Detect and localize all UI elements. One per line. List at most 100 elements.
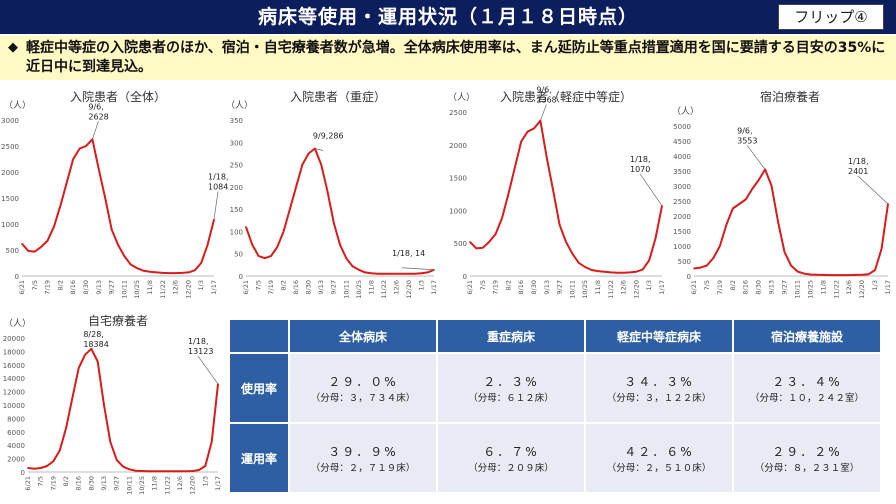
data-point	[783, 251, 786, 253]
data-point	[816, 274, 818, 276]
data-point	[796, 270, 799, 273]
data-point	[153, 470, 156, 473]
x-tick-label: 9/13	[95, 280, 103, 295]
x-tick-label: 11/8	[151, 476, 159, 491]
chart-home-recuperation: 自宅療養者 （人） 0 2000 4000 6000 8000 10000 12000 14000…	[0, 312, 226, 504]
unit-label: （人）	[672, 107, 700, 117]
unit-label: （人）	[226, 101, 254, 111]
data-point	[790, 264, 792, 267]
x-tick-label: 8/2	[56, 280, 64, 290]
data-point	[482, 246, 484, 249]
denominator: （分母：６１２床）	[468, 392, 554, 404]
annotation-value: 13123	[188, 347, 213, 356]
data-point	[147, 470, 150, 472]
table-row: 使用率 ２９．０% （分母：３，７３４床） ２．３% （分母：６１２床） ３４．３%…	[230, 354, 880, 422]
annotation-value: 2628	[88, 112, 108, 121]
chart-inpatients-total: 入院患者（全体） （人） 0 500 1000 1500 2000 2500 3000 6/21 7…	[0, 88, 228, 300]
data-point	[494, 233, 497, 235]
y-tick-label: 2500	[673, 198, 691, 206]
x-tick-label: 7/19	[267, 280, 275, 295]
data-point	[117, 244, 119, 246]
data-point	[264, 257, 266, 259]
x-tick-label: 8/16	[292, 280, 300, 295]
data-point	[142, 270, 145, 272]
annotation-leader	[746, 145, 766, 170]
data-point	[433, 268, 435, 271]
x-tick-label: 8/2	[729, 280, 737, 290]
x-tick-label: 10/25	[806, 280, 814, 299]
x-tick-label: 1/17	[430, 280, 438, 295]
bed-usage-table: 全体病床 重症病床 軽症中等症病床 宿泊療養施設 使用率 ２９．０% （分母：３，…	[228, 318, 882, 494]
diamond-bullet-icon: ◆	[8, 40, 18, 55]
data-point	[160, 470, 162, 473]
data-point	[141, 470, 143, 472]
rate-value: ２９．０%	[328, 374, 398, 389]
data-point	[584, 266, 586, 268]
data-point	[58, 449, 61, 452]
x-tick-label: 9/13	[317, 280, 325, 295]
data-point	[809, 273, 812, 276]
y-tick-label: 16000	[3, 362, 25, 370]
chart-svg: 0 500 1000 1500 2000 2500 6/21 7/5 7/19 8/2 8/16 8/…	[449, 86, 666, 299]
x-tick-label: 1/17	[210, 280, 218, 295]
x-tick-label: 9/27	[113, 476, 121, 491]
denominator: （分母：１０，２４２室）	[749, 392, 864, 404]
y-tick-label: 350	[230, 117, 243, 125]
data-point	[172, 470, 175, 473]
data-point	[861, 274, 863, 276]
unit-label: （人）	[4, 319, 32, 329]
data-point	[610, 271, 612, 274]
y-tick-label: 0	[21, 469, 25, 477]
y-tick-label: 2500	[449, 109, 467, 117]
data-point	[732, 207, 734, 210]
x-tick-label: 8/30	[755, 280, 763, 295]
x-tick-label: 1/3	[871, 280, 879, 290]
data-point	[744, 198, 747, 201]
x-tick-label: 11/22	[380, 280, 388, 299]
chart-svg: 0 500 1000 1500 2000 2500 3000 6/21 7/5 7/19 8/2 8/…	[1, 102, 228, 299]
x-tick-label: 8/30	[82, 280, 90, 295]
data-point	[841, 274, 844, 276]
annotation-value: 3553	[737, 136, 757, 145]
data-point	[414, 272, 416, 275]
denominator: （分母：２０９床）	[468, 462, 554, 474]
table-cell: ３９．９% （分母：２，７１９床）	[290, 424, 436, 492]
x-tick-label: 11/22	[159, 280, 167, 299]
y-tick-label: 150	[230, 206, 243, 214]
x-tick-label: 8/16	[742, 280, 750, 295]
data-point	[301, 163, 304, 166]
data-point	[130, 263, 132, 266]
x-tick-label: 8/16	[75, 476, 83, 491]
x-tick-label: 9/13	[100, 476, 108, 491]
data-point	[289, 208, 291, 210]
data-point	[558, 224, 561, 226]
chart-svg: 0 500 1000 1500 2000 2500 3000 3500 4000 4500 5000…	[673, 123, 892, 299]
data-point	[320, 163, 322, 166]
data-point	[110, 228, 113, 230]
data-point	[181, 272, 183, 274]
data-point	[34, 250, 36, 253]
annotation-label: 9/6,	[536, 86, 551, 95]
annotation-value: 1070	[630, 165, 650, 174]
x-tick-label: 10/11	[125, 476, 133, 495]
data-point	[829, 274, 831, 276]
x-tick-label: 10/11	[568, 280, 576, 299]
data-point	[719, 245, 721, 247]
data-point	[59, 205, 62, 207]
y-tick-label: 18000	[3, 348, 25, 356]
data-point	[109, 441, 112, 443]
data-point	[194, 269, 196, 272]
data-point	[84, 353, 86, 356]
data-point	[332, 221, 335, 224]
chart-title: 入院患者（重症）	[290, 90, 387, 104]
data-point	[245, 226, 247, 228]
x-tick-label: 12/20	[189, 476, 197, 495]
data-point	[648, 259, 650, 262]
annotation-label: 1/18,	[188, 337, 209, 346]
y-tick-label: 2000	[7, 456, 25, 464]
data-point	[616, 271, 618, 274]
data-point	[629, 271, 631, 274]
x-tick-label: 8/2	[280, 280, 288, 290]
annotation-leader	[639, 173, 663, 207]
data-point	[282, 230, 285, 233]
